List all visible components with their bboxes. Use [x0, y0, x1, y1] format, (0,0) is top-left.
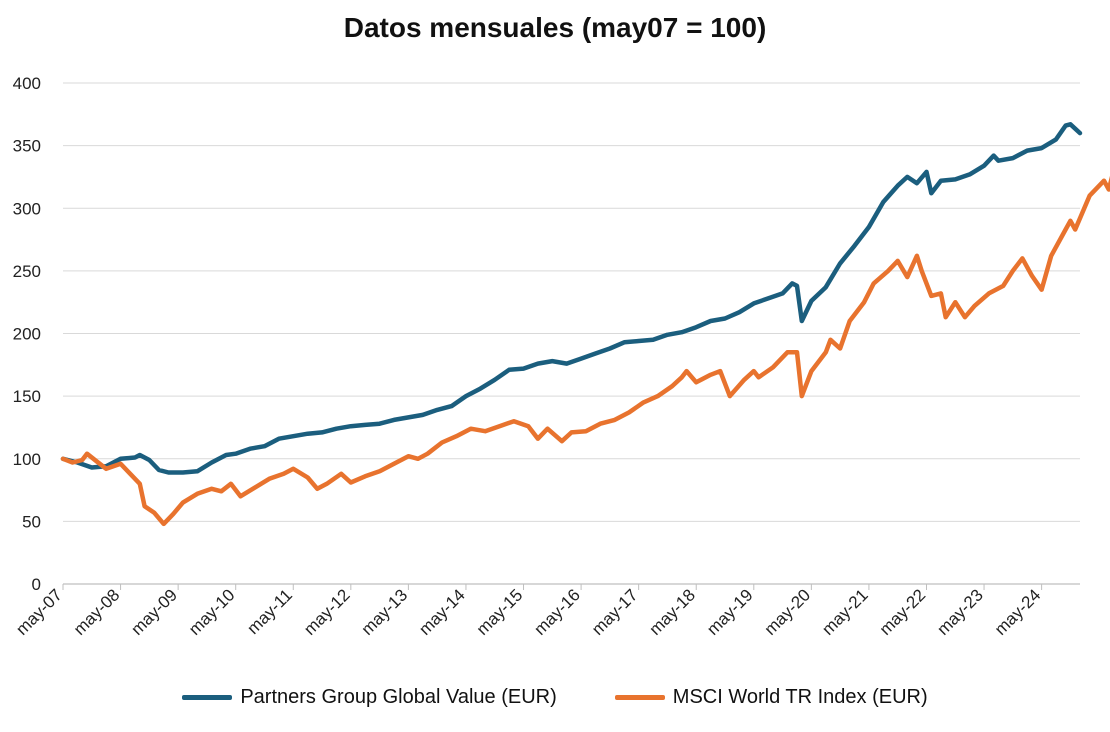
- series-line-msci-world: [60, 175, 1110, 527]
- chart-title: Datos mensuales (may07 = 100): [343, 12, 767, 43]
- y-tick-label: 250: [13, 262, 41, 281]
- legend-item-partners-group: Partners Group Global Value (EUR): [182, 686, 557, 709]
- x-tick-label: may-13: [358, 585, 412, 639]
- x-tick-label: may-19: [703, 585, 757, 639]
- y-tick-label: 300: [13, 199, 41, 218]
- legend-label-msci-world: MSCI World TR Index (EUR): [672, 686, 928, 708]
- y-tick-label: 50: [22, 512, 41, 531]
- x-tick-label: may-14: [415, 585, 469, 639]
- x-tick-label: may-08: [70, 585, 124, 639]
- y-tick-label: 200: [13, 325, 41, 344]
- x-tick-label: may-09: [127, 585, 181, 639]
- y-tick-label: 400: [13, 74, 41, 93]
- x-tick-label: may-11: [243, 585, 296, 638]
- y-tick-label: 100: [13, 450, 41, 469]
- x-tick-label: may-10: [185, 585, 239, 639]
- x-tick-label: may-12: [300, 585, 354, 639]
- y-tick-label: 150: [13, 387, 41, 406]
- legend: Partners Group Global Value (EUR) MSCI W…: [0, 686, 1110, 709]
- x-tick-label: may-21: [818, 585, 872, 639]
- x-tick-label: may-23: [933, 585, 987, 639]
- x-tick-label: may-22: [876, 585, 930, 639]
- legend-swatch-partners-group: [182, 695, 233, 700]
- y-tick-label: 0: [32, 575, 41, 594]
- legend-swatch-msci-world: [614, 695, 665, 700]
- series-line-partners-group: [60, 122, 1083, 475]
- x-tick-label: may-17: [588, 585, 642, 639]
- x-tick-label: may-15: [473, 585, 527, 639]
- legend-label-partners-group: Partners Group Global Value (EUR): [240, 686, 557, 708]
- x-tick-label: may-20: [761, 585, 815, 639]
- y-tick-label: 350: [13, 137, 41, 156]
- x-tick-label: may-24: [991, 585, 1045, 639]
- x-tick-label: may-16: [530, 585, 584, 639]
- x-tick-label: may-18: [646, 585, 700, 639]
- legend-item-msci-world: MSCI World TR Index (EUR): [614, 686, 928, 709]
